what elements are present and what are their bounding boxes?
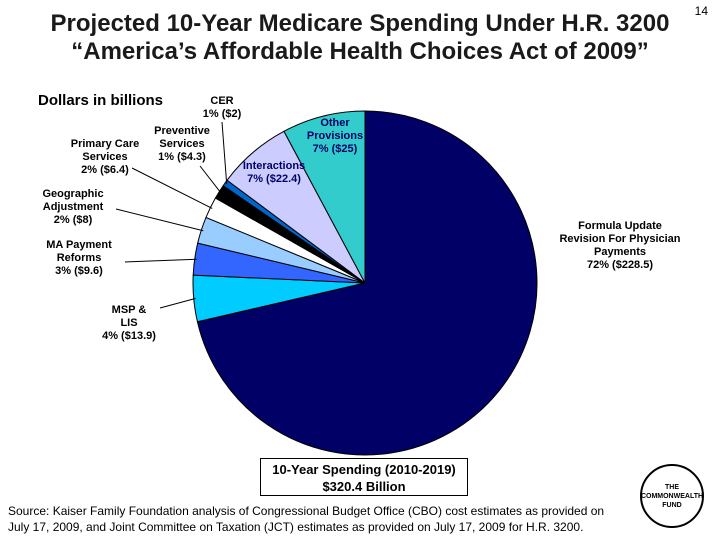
units-label: Dollars in billions — [38, 92, 164, 109]
leader-geographic — [115, 208, 204, 232]
label-cer: CER 1% ($2) — [202, 95, 242, 120]
total-spending-box: 10-Year Spending (2010-2019) $320.4 Bill… — [260, 458, 468, 496]
chart-title-line1: Projected 10-Year Medicare Spending Unde… — [50, 10, 670, 37]
leader-preventive — [199, 165, 222, 194]
source-note: Source: Kaiser Family Foundation analysi… — [8, 504, 605, 534]
label-msp-lis: MSP & LIS 4% ($13.9) — [102, 304, 156, 342]
label-geographic: Geographic Adjustment 2% ($8) — [42, 188, 104, 226]
label-preventive: Preventive Services 1% ($4.3) — [154, 125, 210, 163]
commonwealth-fund-logo: THE COMMONWEALTH FUND — [640, 464, 704, 528]
label-other-provisions: Other Provisions 7% ($25) — [306, 117, 364, 155]
chart-title-line2: “America’s Affordable Health Choices Act… — [71, 38, 649, 65]
leader-primary-care — [131, 167, 213, 209]
leader-msp — [159, 297, 196, 309]
leader-cer — [221, 121, 228, 185]
label-ma-payment: MA Payment Reforms 3% ($9.6) — [46, 239, 112, 277]
slide-number: 14 — [694, 4, 708, 18]
label-formula-update: Formula Update Revision For Physician Pay… — [559, 220, 681, 271]
label-interactions: Interactions 7% ($22.4) — [242, 160, 306, 185]
pie-slice-formula-update-revision-for-physician-payments — [196, 110, 538, 456]
label-primary-care: Primary Care Services 2% ($6.4) — [70, 138, 140, 176]
leader-ma — [124, 258, 197, 263]
pie-slice-other-provisions — [283, 110, 366, 284]
